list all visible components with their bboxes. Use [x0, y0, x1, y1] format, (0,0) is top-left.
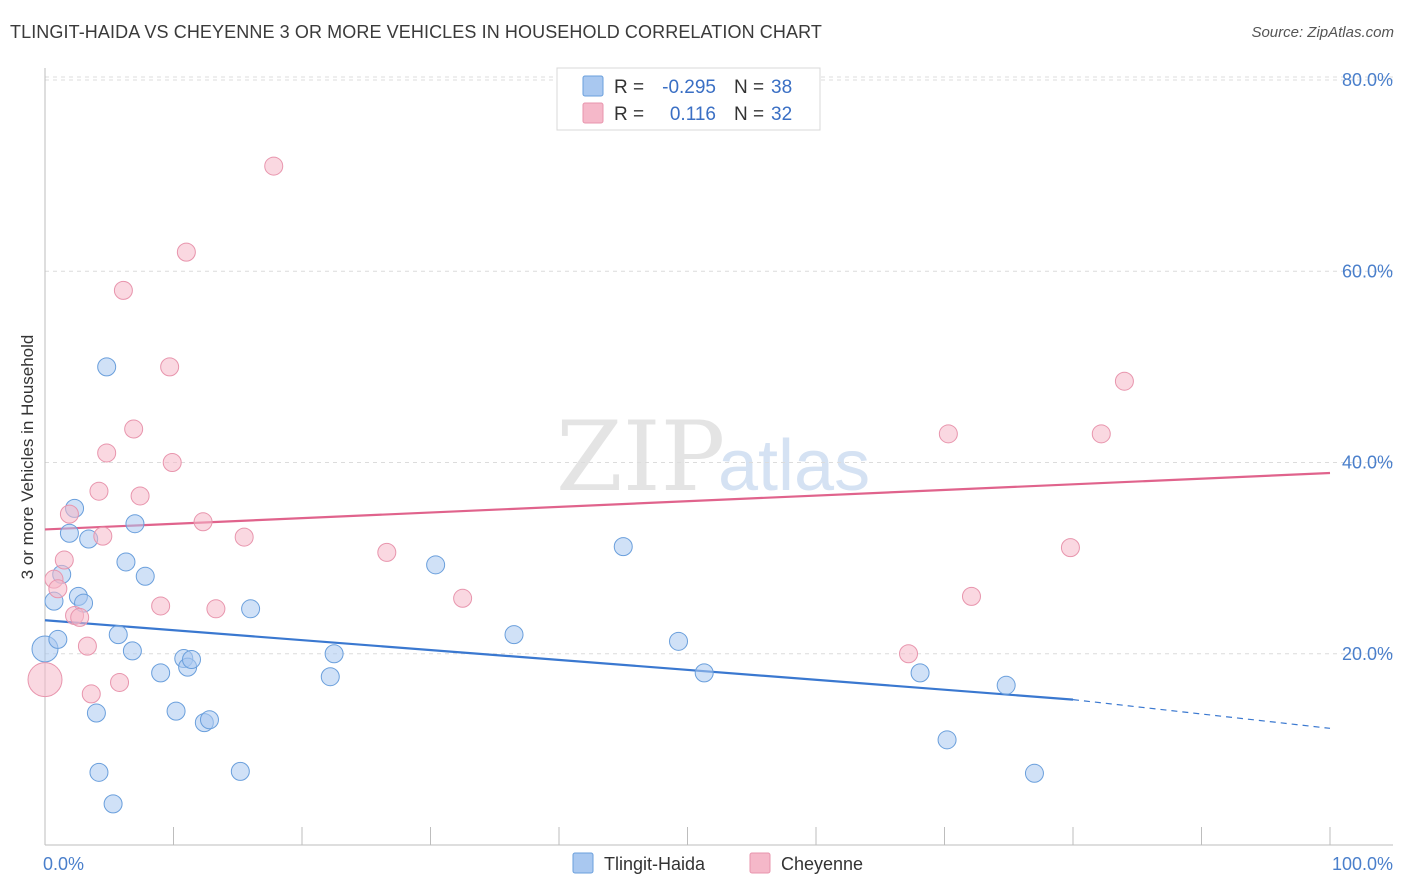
point-tlingit-haida [59, 523, 79, 543]
point-cheyenne [124, 419, 144, 439]
legend-r-value: 0.116 [670, 104, 716, 125]
point-tlingit-haida [103, 794, 123, 814]
point-cheyenne [54, 550, 74, 570]
y-tick-label: 80.0% [1342, 70, 1393, 90]
legend-r-label: R = [614, 77, 644, 98]
legend-n-label: N = [734, 104, 764, 125]
legend-r-label: R = [614, 104, 644, 125]
point-cheyenne [48, 579, 68, 599]
watermark-atlas: atlas [718, 426, 870, 506]
point-cheyenne [193, 512, 213, 532]
y-tick-label: 40.0% [1342, 453, 1393, 473]
trend-line-cheyenne [44, 471, 1331, 531]
point-tlingit-haida [125, 514, 145, 534]
point-cheyenne [110, 672, 130, 692]
point-cheyenne [130, 486, 150, 506]
point-tlingit-haida [116, 552, 136, 572]
point-cheyenne [206, 599, 226, 619]
y-tick-label: 20.0% [1342, 644, 1393, 664]
point-cheyenne [162, 453, 182, 472]
point-cheyenne [899, 644, 919, 664]
point-tlingit-haida [122, 641, 142, 661]
point-tlingit-haida [48, 629, 68, 649]
point-tlingit-haida [504, 625, 524, 645]
point-cheyenne [234, 527, 254, 547]
point-cheyenne [151, 596, 171, 616]
trend-lines [44, 471, 1331, 729]
point-tlingit-haida [151, 663, 171, 683]
point-tlingit-haida [199, 710, 219, 730]
point-tlingit-haida [166, 701, 186, 721]
point-cheyenne [1091, 424, 1111, 444]
point-tlingit-haida [910, 663, 930, 683]
legend-r-value: -0.295 [662, 77, 716, 98]
point-tlingit-haida [320, 667, 340, 687]
trend-line-tlingit-haida [44, 619, 1074, 701]
legend-swatch-tlingit-haida [572, 852, 594, 874]
legend-swatch-cheyenne [582, 102, 604, 124]
legend-label-tlingit-haida: Tlingit-Haida [604, 854, 706, 874]
point-cheyenne [93, 526, 113, 546]
legend-swatch-tlingit-haida [582, 75, 604, 97]
point-tlingit-haida [426, 555, 446, 575]
point-tlingit-haida [89, 762, 109, 782]
point-cheyenne [81, 684, 101, 704]
x-tick-label: 100.0% [1332, 854, 1393, 874]
point-cheyenne [70, 607, 90, 627]
x-tick-label: 0.0% [43, 854, 84, 874]
point-cheyenne [264, 156, 284, 176]
point-cheyenne [961, 586, 981, 606]
source-credit: Source: ZipAtlas.com [1251, 24, 1394, 41]
point-tlingit-haida [135, 566, 155, 586]
point-cheyenne [1060, 538, 1080, 558]
tick-labels: 20.0% 40.0% 60.0% 80.0% 0.0% 100.0% [43, 70, 1393, 874]
legend-label-cheyenne: Cheyenne [781, 854, 863, 874]
point-tlingit-haida [324, 644, 344, 664]
point-tlingit-haida [613, 537, 633, 557]
point-cheyenne [938, 424, 958, 444]
data-points [27, 156, 1134, 814]
point-cheyenne [176, 242, 196, 262]
point-cheyenne [97, 443, 117, 463]
point-tlingit-haida [181, 649, 201, 669]
point-tlingit-haida [230, 761, 250, 781]
point-tlingit-haida [108, 625, 128, 645]
grid-lines [45, 76, 1393, 655]
point-cheyenne [77, 636, 97, 656]
point-cheyenne [59, 504, 79, 524]
trend-line-extension [1072, 699, 1331, 729]
watermark-zip: ZIP [556, 401, 725, 513]
point-cheyenne [453, 588, 473, 608]
point-tlingit-haida [241, 599, 261, 619]
series-legend: Tlingit-Haida Cheyenne [572, 852, 863, 874]
legend-n-label: N = [734, 77, 764, 98]
point-tlingit-haida [937, 730, 957, 750]
y-tick-label: 60.0% [1342, 261, 1393, 281]
point-tlingit-haida [1024, 763, 1044, 783]
point-cheyenne [113, 280, 133, 300]
point-cheyenne [27, 662, 63, 698]
point-tlingit-haida [669, 631, 689, 651]
point-cheyenne [1114, 371, 1134, 391]
point-tlingit-haida [86, 703, 106, 723]
y-axis-label: 3 or more Vehicles in Household [18, 335, 37, 580]
chart-title: TLINGIT-HAIDA VS CHEYENNE 3 OR MORE VEHI… [10, 22, 822, 42]
legend-n-value: 38 [771, 77, 792, 98]
legend-swatch-cheyenne [749, 852, 771, 874]
point-tlingit-haida [996, 675, 1016, 695]
point-cheyenne [377, 542, 397, 562]
point-cheyenne [160, 357, 180, 377]
point-tlingit-haida [97, 357, 117, 377]
legend-n-value: 32 [771, 104, 792, 125]
axes [44, 68, 1393, 846]
point-cheyenne [89, 481, 109, 501]
point-tlingit-haida [694, 663, 714, 683]
correlation-legend: R = -0.295 N = 38 R = 0.116 N = 32 [556, 67, 821, 131]
